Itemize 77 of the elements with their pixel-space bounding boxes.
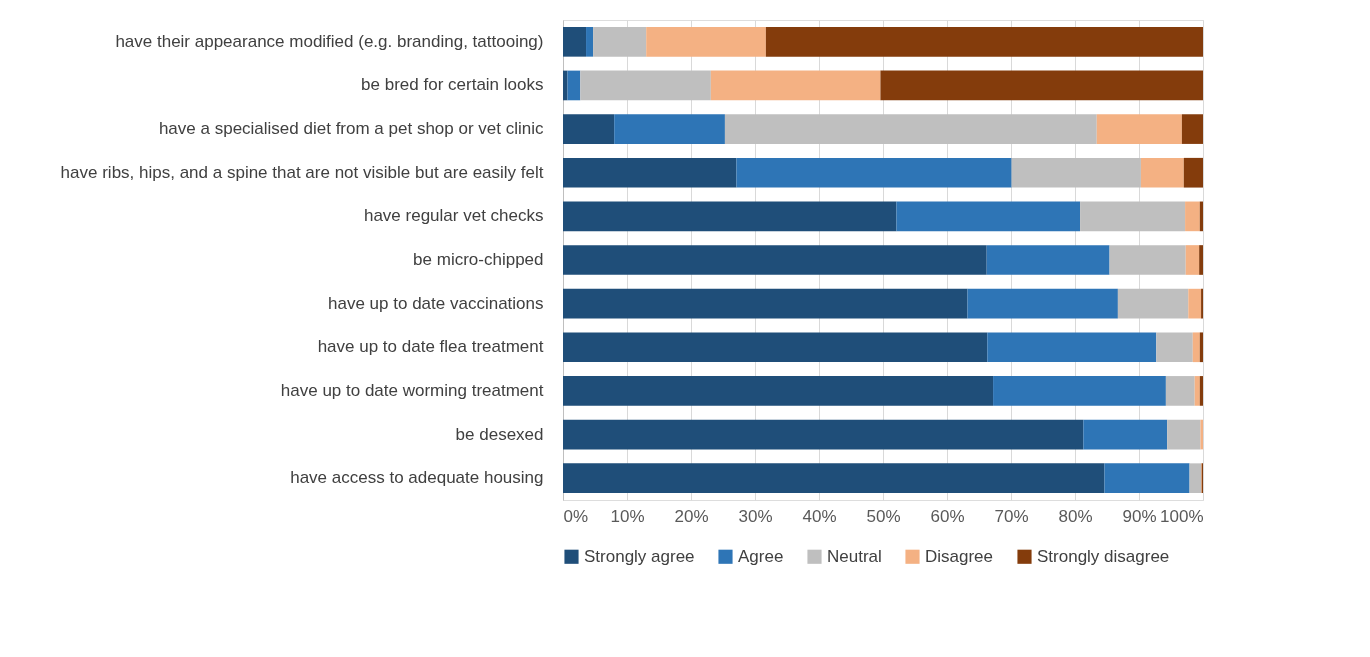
bar <box>1185 201 1200 232</box>
y-tick-label: have ribs, hips, and a spine that are not visible but are easily felt <box>60 162 544 182</box>
bar <box>1181 114 1203 144</box>
y-tick-label: be desexed <box>455 424 544 444</box>
bar <box>896 201 1081 232</box>
bar <box>993 376 1166 406</box>
x-tick-label: 20% <box>674 506 709 526</box>
bar <box>765 26 1203 57</box>
legend-label: Agree <box>738 546 784 566</box>
bar <box>563 463 1105 494</box>
bar <box>646 26 766 57</box>
x-tick-label: 30% <box>738 506 773 526</box>
bar <box>1199 201 1203 232</box>
bar <box>987 332 1157 363</box>
x-tick-label: 60% <box>930 506 965 526</box>
x-tick-label: 10% <box>610 506 645 526</box>
y-tick-label: have up to date flea treatment <box>317 337 544 357</box>
bar <box>563 376 994 406</box>
bar <box>1189 463 1202 494</box>
bar <box>1109 245 1186 275</box>
x-tick-label: 90% <box>1122 506 1157 526</box>
bar <box>1199 376 1203 406</box>
bar <box>1183 157 1203 188</box>
bar <box>1156 332 1193 363</box>
y-tick-label: have a specialised diet from a pet shop or vet clinic <box>158 119 544 139</box>
bar <box>563 114 615 144</box>
legend-label: Disagree <box>925 546 994 566</box>
bar <box>1199 245 1203 275</box>
bar <box>563 245 987 275</box>
bar <box>1165 376 1195 406</box>
bar <box>1192 332 1200 363</box>
bar <box>567 70 581 101</box>
bar <box>1083 419 1168 450</box>
x-tick-label: 0% <box>563 506 589 526</box>
bar <box>580 70 711 101</box>
y-tick-label: have their appearance modified (e.g. branding, tattooing) <box>115 31 544 51</box>
bar <box>1117 288 1189 319</box>
bar <box>563 201 897 232</box>
bar <box>880 70 1203 101</box>
bar <box>1096 114 1182 144</box>
bar <box>1199 332 1203 363</box>
bar <box>1167 419 1201 450</box>
y-tick-label: have up to date vaccinations <box>328 293 544 313</box>
bar <box>1104 463 1190 494</box>
bar <box>1080 201 1186 232</box>
bar <box>724 114 1097 144</box>
bar <box>593 26 647 57</box>
x-tick-label: 40% <box>802 506 837 526</box>
bar <box>563 288 968 319</box>
x-tick-label: 80% <box>1058 506 1093 526</box>
x-tick-label: 100% <box>1160 506 1204 526</box>
bar <box>967 288 1118 319</box>
bar <box>586 26 594 57</box>
bar <box>736 157 1012 188</box>
bar <box>986 245 1110 275</box>
bar <box>614 114 725 144</box>
bar <box>1011 157 1141 188</box>
bar <box>1185 245 1200 275</box>
legend-label: Strongly disagree <box>1037 546 1170 566</box>
bar <box>1194 376 1200 406</box>
bar <box>1140 157 1184 188</box>
x-tick-label: 50% <box>866 506 901 526</box>
y-tick-label: be bred for certain looks <box>361 75 544 95</box>
x-tick-label: 70% <box>994 506 1029 526</box>
bar <box>563 332 988 363</box>
bar <box>563 26 587 57</box>
y-tick-label: have access to adequate housing <box>290 468 544 488</box>
bar <box>563 419 1084 450</box>
y-tick-label: have regular vet checks <box>363 206 544 226</box>
bar <box>1188 288 1202 319</box>
bar <box>563 157 737 188</box>
bar <box>1200 419 1203 450</box>
legend-label: Strongly agree <box>584 546 695 566</box>
bar <box>710 70 881 101</box>
y-tick-label: be micro-chipped <box>413 250 544 269</box>
y-tick-label: have up to date worming treatment <box>280 380 544 400</box>
legend-label: Neutral <box>827 546 882 566</box>
